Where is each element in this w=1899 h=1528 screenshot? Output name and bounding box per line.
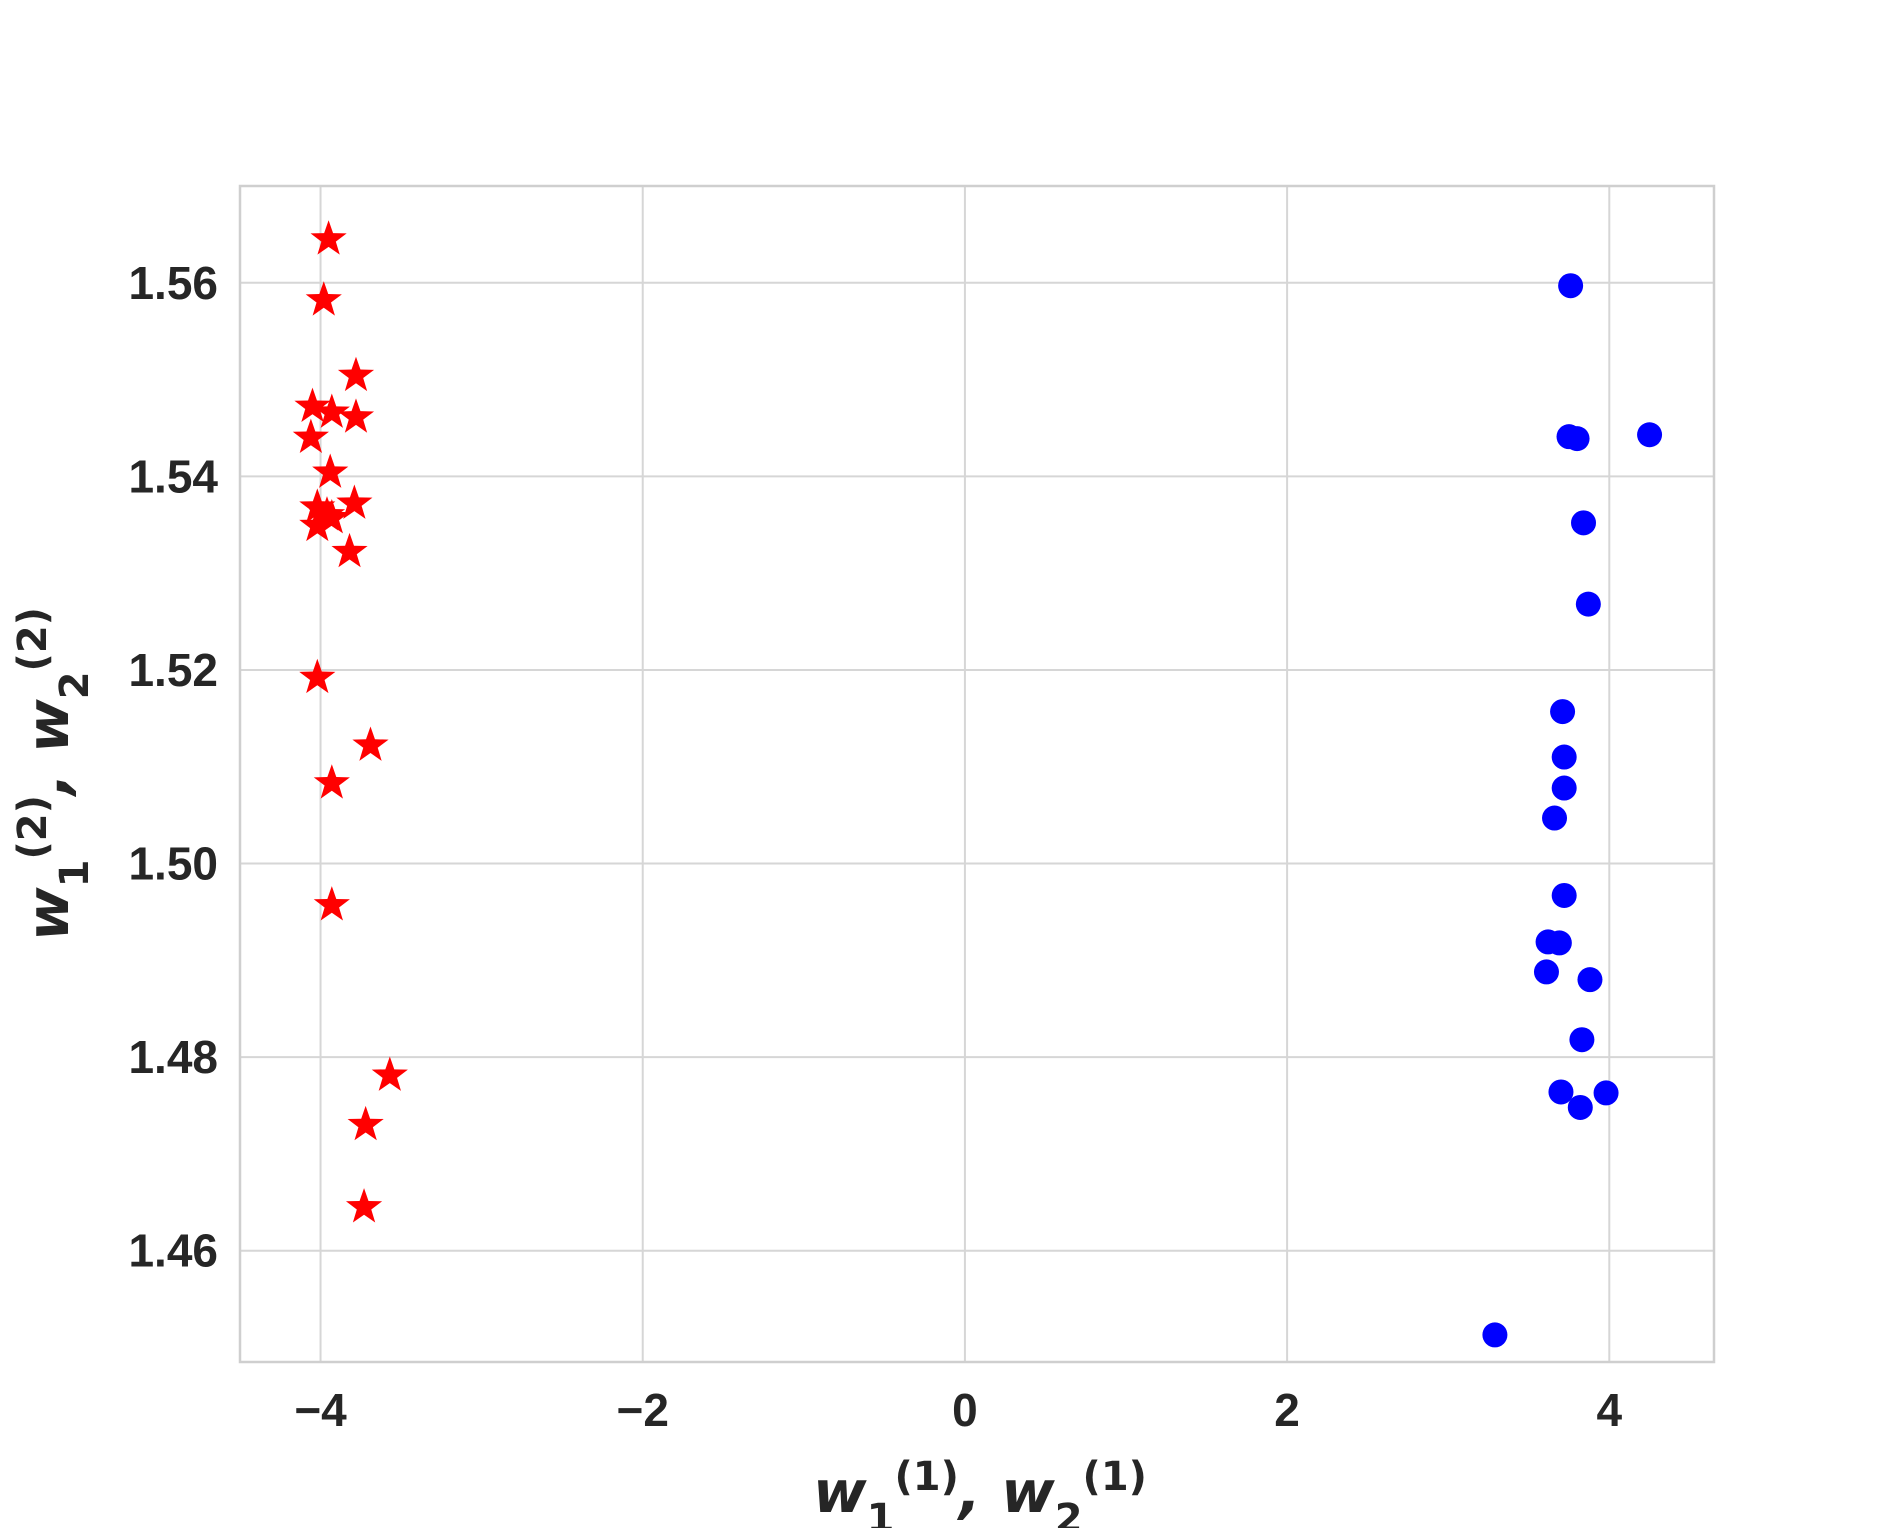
circle-point: [1546, 930, 1572, 956]
star-point: [371, 1056, 408, 1091]
y-tick-label: 1.54: [128, 450, 218, 502]
star-point: [299, 658, 336, 694]
grid: [240, 186, 1714, 1362]
circle-point: [1571, 510, 1597, 536]
y-tick-label: 1.52: [128, 644, 218, 696]
x-tick-label: 4: [1596, 1384, 1622, 1436]
star-point: [337, 398, 375, 433]
star-point: [310, 220, 347, 255]
star-point: [313, 498, 350, 534]
circle-point: [1533, 959, 1559, 985]
x-axis-label: w1(1), w2(1): [813, 1454, 1147, 1528]
x-tick-labels: −4 −2 0 2 4: [294, 1384, 1622, 1436]
circle-point: [1569, 1027, 1595, 1053]
circle-point: [1577, 967, 1603, 993]
y-tick-label: 1.48: [128, 1031, 218, 1083]
star-point: [292, 418, 329, 454]
y-tick-label: 1.50: [128, 838, 218, 890]
circle-point: [1564, 426, 1590, 452]
star-point: [313, 393, 350, 428]
circle-point: [1575, 591, 1601, 617]
circle-point: [1551, 882, 1577, 908]
star-point: [313, 886, 350, 921]
star-point: [345, 1188, 383, 1223]
star-point: [299, 488, 336, 523]
y-axis-label: w1(2), w2(2): [10, 607, 98, 941]
star-point: [337, 356, 375, 392]
y-tick-label: 1.46: [128, 1225, 218, 1277]
star-point: [336, 484, 373, 519]
x-tick-label: 0: [952, 1384, 978, 1436]
x-tick-label: −4: [294, 1384, 347, 1436]
circle-point: [1542, 805, 1568, 831]
star-point: [331, 532, 368, 568]
circle-point: [1593, 1080, 1619, 1106]
y-tick-labels: 1.46 1.48 1.50 1.52 1.54 1.56: [128, 257, 218, 1277]
star-point: [299, 506, 336, 542]
x-tick-label: −2: [617, 1384, 669, 1436]
star-point: [313, 764, 350, 799]
plot-area: [292, 220, 1663, 1348]
circle-point: [1482, 1322, 1508, 1348]
circle-point: [1551, 775, 1577, 801]
circle-point: [1558, 273, 1584, 299]
plot-frame: [238, 184, 1716, 1364]
circle-point: [1567, 1094, 1593, 1120]
star-point: [294, 387, 331, 423]
star-point: [347, 1105, 384, 1141]
y-tick-label: 1.56: [128, 257, 218, 309]
star-point: [352, 726, 389, 761]
star-point: [312, 453, 349, 488]
star-point: [305, 281, 342, 316]
circle-point: [1551, 744, 1577, 770]
circle-point: [1637, 422, 1663, 448]
circle-point: [1550, 699, 1576, 725]
x-tick-label: 2: [1274, 1384, 1300, 1436]
circle-point: [1548, 1079, 1574, 1105]
